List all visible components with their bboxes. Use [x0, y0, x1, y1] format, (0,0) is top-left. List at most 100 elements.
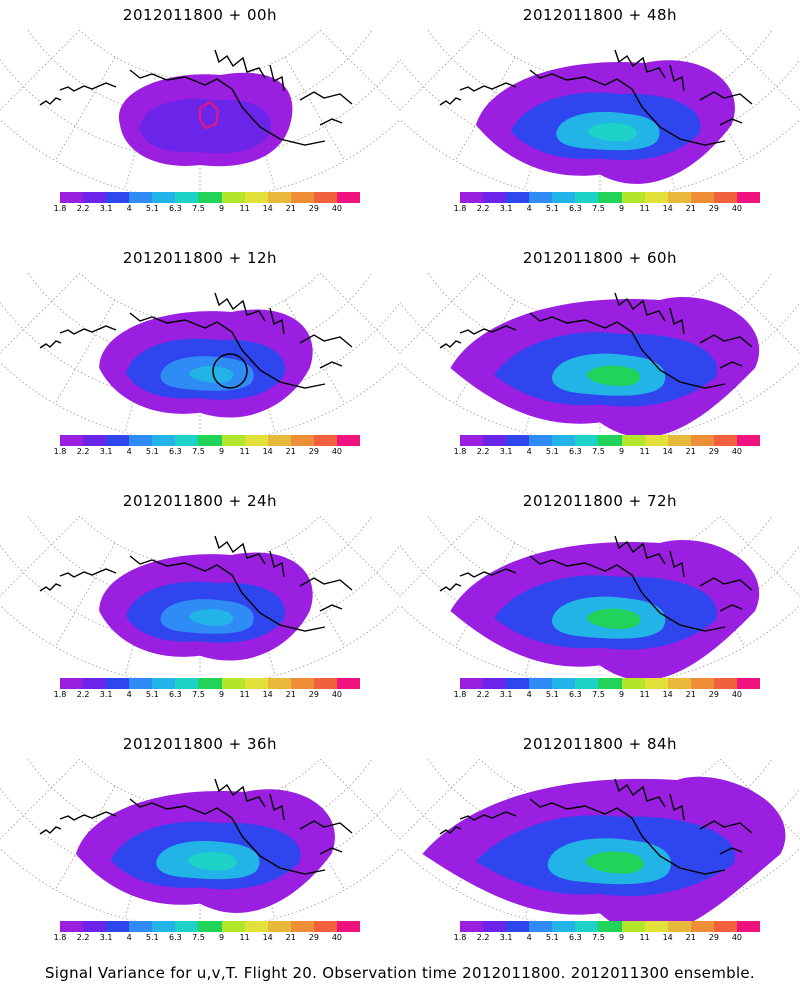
colorbar-label: 40: [731, 447, 743, 456]
colorbar-label: 1.8: [453, 447, 467, 456]
colorbar-label: 14: [262, 204, 273, 213]
colorbar-swatch: [336, 921, 361, 932]
variance-map: [0, 30, 400, 200]
colorbar-swatch: [529, 192, 553, 203]
colorbar-swatch: [198, 678, 222, 689]
colorbar-label: 14: [662, 447, 673, 456]
colorbar-label: 40: [331, 690, 343, 699]
colorbar-swatch: [313, 678, 337, 689]
colorbar-label: 11: [239, 447, 250, 456]
colorbar-label: 7.5: [192, 690, 205, 699]
variance-contour: [586, 365, 641, 386]
colorbar-label: 9: [218, 204, 225, 213]
variance-map: [400, 273, 800, 443]
colorbar-swatch: [690, 678, 714, 689]
colorbar-swatch: [129, 921, 153, 932]
colorbar-label: 40: [331, 447, 343, 456]
colorbar-label: 14: [262, 933, 273, 942]
colorbar-swatch: [575, 678, 599, 689]
colorbar-swatch: [713, 921, 737, 932]
colorbar-swatch: [483, 192, 507, 203]
colorbar-label: 2.2: [476, 933, 490, 942]
colorbar-label: 40: [731, 690, 743, 699]
colorbar-label: 5.1: [145, 690, 159, 699]
colorbar-label: 4: [126, 933, 132, 942]
observation-circle: [212, 353, 248, 389]
colorbar-swatch: [621, 192, 645, 203]
colorbar-label: 29: [708, 447, 719, 456]
colorbar-label: 1.8: [53, 447, 67, 456]
colorbar-label: 4: [126, 447, 132, 456]
colorbar-label: 11: [639, 204, 650, 213]
colorbar-label: 29: [708, 933, 719, 942]
colorbar-swatch: [552, 192, 576, 203]
colorbar-swatch: [198, 435, 222, 446]
forecast-panel: 2012011800 + 48h 1.8 2.2 3.1 4 5.1 6.3 7.5 9 11 14…: [400, 0, 800, 245]
colorbar-swatch: [336, 678, 361, 689]
colorbar-swatch: [575, 192, 599, 203]
variance-map: [400, 516, 800, 686]
colorbar-label: 29: [308, 933, 319, 942]
colorbar-label: 2.2: [476, 204, 490, 213]
colorbar-swatch: [83, 192, 107, 203]
colorbar: [460, 435, 761, 446]
colorbar-label: 9: [618, 447, 625, 456]
colorbar-label: 7.5: [592, 933, 605, 942]
colorbar-swatch: [552, 678, 576, 689]
colorbar-label: 2.2: [476, 690, 490, 699]
colorbar-swatch: [152, 678, 176, 689]
coastline: [39, 778, 353, 875]
colorbar-label: 2.2: [76, 204, 90, 213]
colorbar-labels: 1.8 2.2 3.1 4 5.1 6.3 7.5 9 11 14 21 29 40: [454, 204, 760, 214]
colorbar-label: 6.3: [169, 204, 182, 213]
colorbar-swatch: [129, 192, 153, 203]
colorbar-label: 2.2: [476, 447, 490, 456]
colorbar-label: 5.1: [545, 447, 559, 456]
colorbar-swatch: [175, 678, 199, 689]
colorbar-swatch: [483, 678, 507, 689]
colorbar-swatch: [290, 678, 314, 689]
colorbar-swatch: [736, 192, 761, 203]
colorbar-swatch: [598, 435, 622, 446]
colorbar-swatch: [60, 192, 84, 203]
colorbar-label: 6.3: [569, 690, 582, 699]
coastline: [39, 49, 353, 146]
colorbar-label: 4: [526, 204, 532, 213]
colorbar-swatch: [198, 192, 222, 203]
colorbar-label: 11: [239, 204, 250, 213]
variance-field: [476, 60, 735, 184]
peak-contour: [199, 100, 220, 130]
colorbar-swatch: [667, 192, 691, 203]
variance-field: [118, 72, 293, 167]
colorbar-label: 3.1: [499, 204, 513, 213]
colorbar-swatch: [221, 678, 245, 689]
panel-title: 2012011800 + 36h: [122, 735, 278, 753]
colorbar-label: 29: [308, 204, 319, 213]
colorbar-swatch: [483, 921, 507, 932]
colorbar-label: 5.1: [145, 933, 159, 942]
colorbar-swatch: [106, 921, 130, 932]
colorbar-swatch: [460, 921, 484, 932]
colorbar-swatch: [336, 435, 361, 446]
colorbar-swatch: [598, 192, 622, 203]
colorbar-swatch: [483, 435, 507, 446]
colorbar-swatch: [152, 435, 176, 446]
colorbar-label: 3.1: [499, 690, 513, 699]
colorbar-swatch: [644, 192, 668, 203]
colorbar-swatch: [736, 678, 761, 689]
colorbar-swatch: [313, 921, 337, 932]
colorbar-label: 40: [331, 933, 343, 942]
colorbar-label: 29: [708, 690, 719, 699]
colorbar-swatch: [736, 921, 761, 932]
colorbar-label: 40: [731, 933, 743, 942]
colorbar-swatch: [575, 921, 599, 932]
colorbar-label: 6.3: [569, 447, 582, 456]
colorbar-label: 4: [526, 690, 532, 699]
colorbar-swatch: [152, 192, 176, 203]
colorbar-label: 3.1: [499, 447, 513, 456]
colorbar-swatch: [129, 678, 153, 689]
forecast-panel: 2012011800 + 84h 1.8 2.2 3.1 4 5.1 6.3 7.5 9 11 14…: [400, 729, 800, 974]
colorbar-swatch: [552, 435, 576, 446]
variance-map: [400, 759, 800, 929]
forecast-panel: 2012011800 + 12h 1.8 2.2 3.1 4 5.1 6.3 7.5 9 11 14…: [0, 243, 400, 488]
